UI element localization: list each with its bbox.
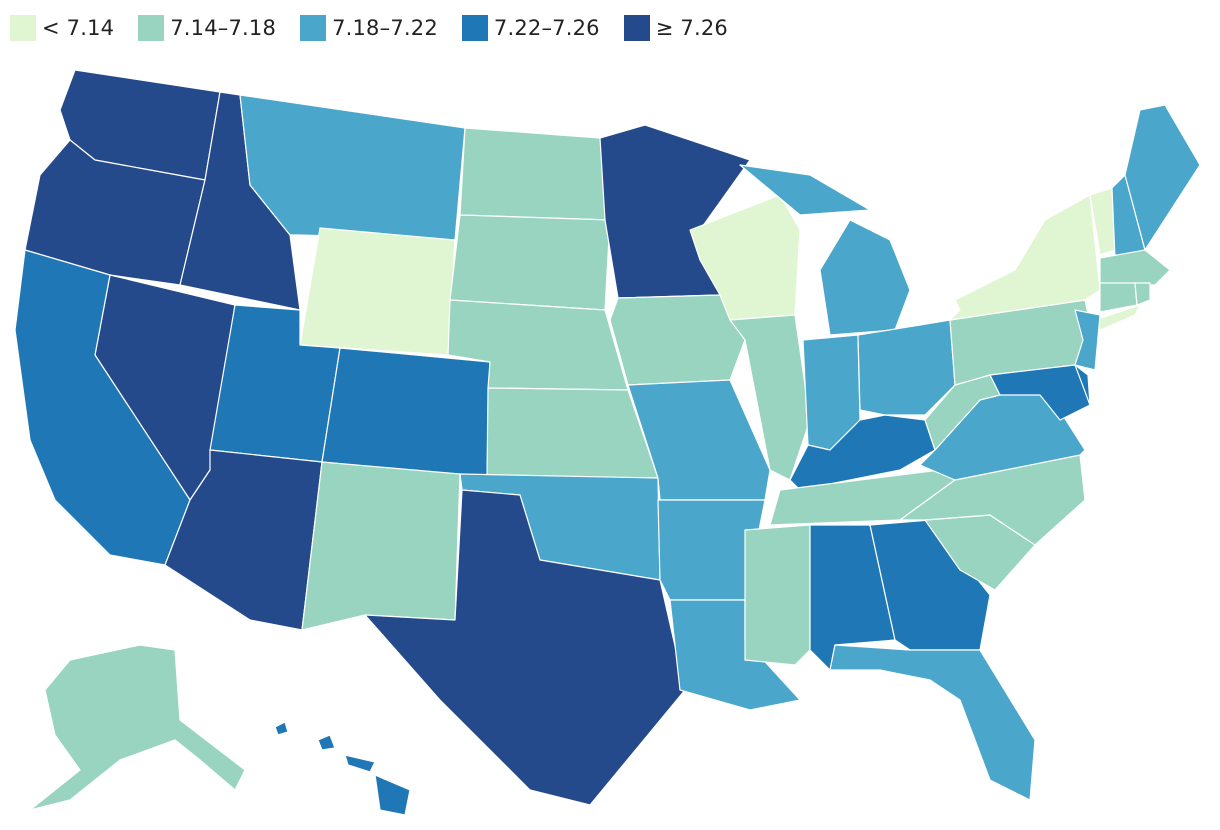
legend-swatch [138, 15, 165, 41]
legend-label: 7.14–7.18 [170, 16, 277, 40]
state-ks [486, 387, 659, 479]
map-legend: < 7.14 7.14–7.18 7.18–7.22 7.22–7.26 ≥ 7… [10, 12, 728, 44]
state-nj [1074, 309, 1101, 371]
state-me [1124, 104, 1201, 251]
state-ri [1134, 282, 1151, 306]
state-tx [364, 489, 686, 806]
state-ms [744, 524, 811, 666]
legend-item: ≥ 7.26 [623, 15, 728, 41]
state-sd [449, 214, 611, 311]
legend-swatch [10, 15, 36, 41]
state-nd [459, 127, 611, 221]
legend-item: < 7.14 [10, 15, 114, 41]
state-mi [739, 164, 911, 336]
state-co [321, 347, 491, 479]
legend-label: 7.22–7.26 [493, 16, 600, 40]
state-wy [299, 227, 456, 356]
state-hi [274, 721, 411, 816]
legend-item: 7.14–7.18 [138, 15, 276, 41]
legend-item: 7.18–7.22 [300, 15, 438, 41]
state-nm [301, 461, 461, 631]
legend-swatch [461, 15, 488, 41]
legend-swatch [300, 15, 327, 41]
state-ca [14, 249, 191, 566]
state-ma [1099, 249, 1171, 286]
state-ia [609, 294, 746, 386]
state-ky [789, 414, 936, 491]
legend-label: ≥ 7.26 [655, 16, 728, 40]
state-oh [857, 319, 956, 416]
legend-swatch [623, 15, 650, 41]
state-ak [29, 644, 246, 811]
state-md [989, 364, 1091, 421]
legend-label: < 7.14 [42, 16, 115, 40]
state-fl [829, 644, 1036, 801]
legend-label: 7.18–7.22 [332, 16, 438, 40]
legend-item: 7.22–7.26 [461, 15, 600, 41]
